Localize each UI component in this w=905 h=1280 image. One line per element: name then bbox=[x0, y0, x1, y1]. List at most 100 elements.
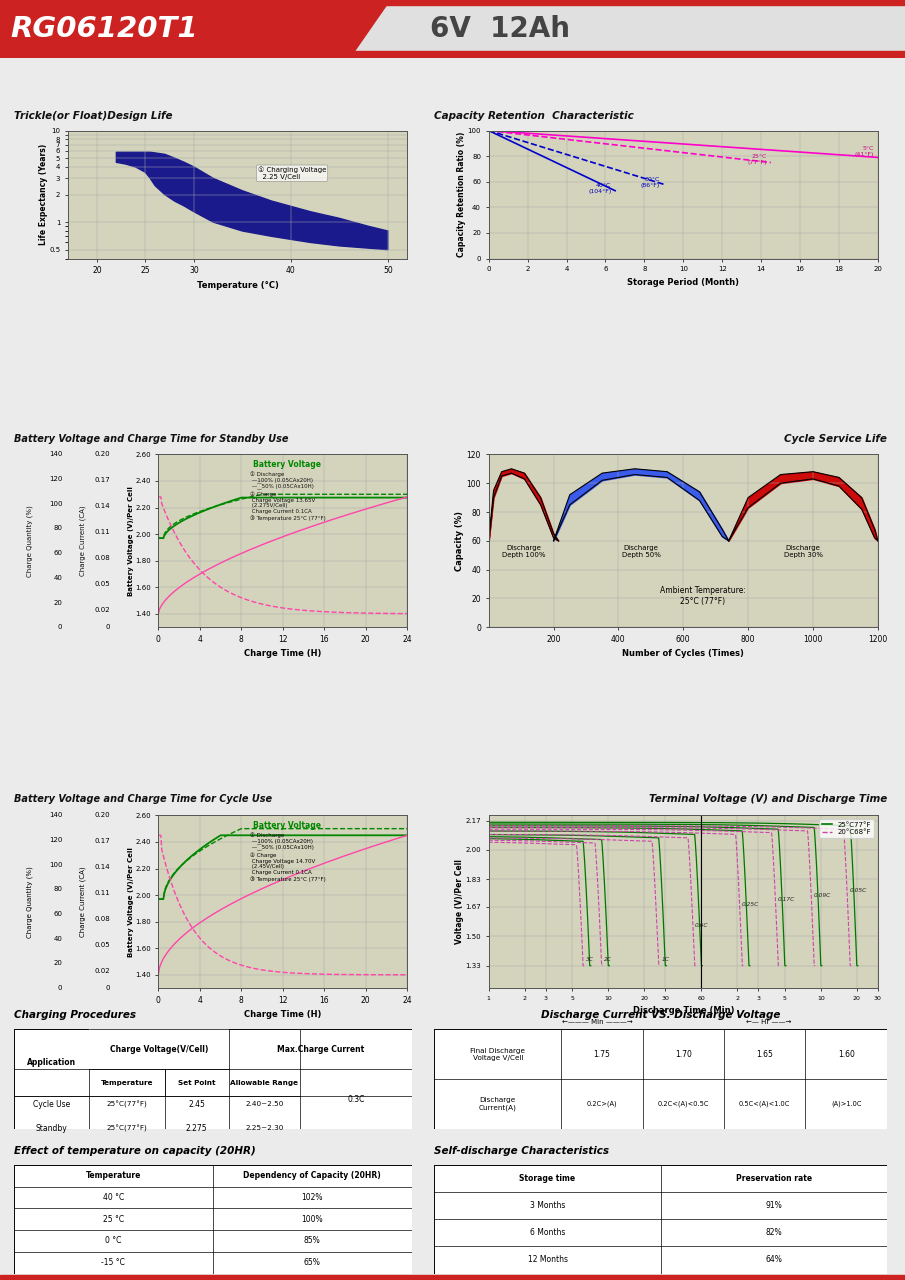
Text: ① Discharge
 —100% (0.05CAx20H)
 —⁐50% (0.05CAx10H)
② Charge
 Charge Voltage 14.: ① Discharge —100% (0.05CAx20H) —⁐50% (0.… bbox=[251, 832, 326, 882]
Text: 2.25~2.30: 2.25~2.30 bbox=[245, 1125, 283, 1132]
Y-axis label: Battery Voltage (V)/Per Cell: Battery Voltage (V)/Per Cell bbox=[128, 847, 134, 956]
Text: 0.5C<(A)<1.0C: 0.5C<(A)<1.0C bbox=[739, 1101, 790, 1107]
Text: 0: 0 bbox=[106, 625, 110, 630]
Text: 64%: 64% bbox=[766, 1256, 782, 1265]
Text: 100: 100 bbox=[49, 861, 62, 868]
Text: Self-discharge Characteristics: Self-discharge Characteristics bbox=[434, 1146, 609, 1156]
Text: 6V  12Ah: 6V 12Ah bbox=[430, 15, 570, 42]
Text: 85%: 85% bbox=[304, 1236, 320, 1245]
Text: 25 °C: 25 °C bbox=[102, 1215, 124, 1224]
Text: 0.08: 0.08 bbox=[94, 916, 110, 922]
Text: Battery Voltage: Battery Voltage bbox=[252, 820, 321, 829]
Text: 80: 80 bbox=[53, 526, 62, 531]
Text: Battery Voltage and Charge Time for Standby Use: Battery Voltage and Charge Time for Stan… bbox=[14, 434, 288, 444]
Text: 0: 0 bbox=[58, 625, 62, 630]
Text: 0.02: 0.02 bbox=[94, 607, 110, 613]
Text: 0 °C: 0 °C bbox=[105, 1236, 121, 1245]
Text: 0.6C: 0.6C bbox=[694, 923, 708, 928]
Polygon shape bbox=[0, 0, 390, 58]
Text: 40 °C: 40 °C bbox=[102, 1193, 124, 1202]
Text: Set Point: Set Point bbox=[178, 1079, 215, 1085]
Text: 0.11: 0.11 bbox=[94, 529, 110, 535]
Text: Standby: Standby bbox=[35, 1124, 67, 1133]
Text: 0.11: 0.11 bbox=[94, 890, 110, 896]
Y-axis label: Capacity (%): Capacity (%) bbox=[455, 511, 463, 571]
Text: 0.25C: 0.25C bbox=[742, 902, 759, 908]
Text: Battery Voltage and Charge Time for Cycle Use: Battery Voltage and Charge Time for Cycl… bbox=[14, 794, 271, 804]
Text: Cycle Service Life: Cycle Service Life bbox=[784, 434, 887, 444]
Text: 40: 40 bbox=[53, 936, 62, 942]
Text: Charge Current (CA): Charge Current (CA) bbox=[80, 506, 86, 576]
Text: 12 Months: 12 Months bbox=[528, 1256, 567, 1265]
Text: Allowable Range: Allowable Range bbox=[231, 1079, 299, 1085]
Text: 60: 60 bbox=[53, 550, 62, 556]
Text: 0.02: 0.02 bbox=[94, 968, 110, 974]
Text: Temperature: Temperature bbox=[100, 1079, 153, 1085]
Text: 2.275: 2.275 bbox=[186, 1124, 207, 1133]
Text: 0.20: 0.20 bbox=[94, 452, 110, 457]
Text: 2.40~2.50: 2.40~2.50 bbox=[245, 1102, 283, 1107]
Text: 0.3C: 0.3C bbox=[348, 1094, 365, 1103]
Text: 0.17: 0.17 bbox=[94, 838, 110, 845]
Text: 25°C(77°F): 25°C(77°F) bbox=[107, 1101, 148, 1108]
Text: 0.20: 0.20 bbox=[94, 813, 110, 818]
Text: Effect of temperature on capacity (20HR): Effect of temperature on capacity (20HR) bbox=[14, 1146, 255, 1156]
Text: 120: 120 bbox=[49, 837, 62, 844]
Text: Temperature: Temperature bbox=[85, 1171, 141, 1180]
Text: 91%: 91% bbox=[766, 1201, 782, 1210]
Text: Trickle(or Float)Design Life: Trickle(or Float)Design Life bbox=[14, 111, 172, 122]
Text: Discharge
Depth 30%: Discharge Depth 30% bbox=[784, 545, 823, 558]
Text: 2C: 2C bbox=[605, 957, 612, 963]
Text: Charge Current (CA): Charge Current (CA) bbox=[80, 867, 86, 937]
Text: 2.45: 2.45 bbox=[188, 1100, 205, 1108]
Text: 0.05: 0.05 bbox=[94, 581, 110, 588]
Text: 5°C
(41°F): 5°C (41°F) bbox=[854, 146, 874, 157]
Text: 0: 0 bbox=[106, 986, 110, 991]
Text: 6 Months: 6 Months bbox=[529, 1229, 566, 1238]
X-axis label: Charge Time (H): Charge Time (H) bbox=[244, 649, 321, 658]
Text: 80: 80 bbox=[53, 887, 62, 892]
X-axis label: Discharge Time (Min): Discharge Time (Min) bbox=[633, 1006, 734, 1015]
Text: Terminal Voltage (V) and Discharge Time: Terminal Voltage (V) and Discharge Time bbox=[649, 794, 887, 804]
Text: 25°C(77°F): 25°C(77°F) bbox=[107, 1125, 148, 1132]
Text: 60: 60 bbox=[53, 911, 62, 916]
Text: Charge Quantity (%): Charge Quantity (%) bbox=[26, 865, 33, 938]
Text: ① Discharge
 —100% (0.05CAx20H)
 —⁐50% (0.05CAx10H)
② Charge
 Charge Voltage 13.: ① Discharge —100% (0.05CAx20H) —⁐50% (0.… bbox=[251, 471, 326, 521]
Text: 0.09C: 0.09C bbox=[814, 893, 831, 899]
Text: Battery Voltage: Battery Voltage bbox=[252, 460, 321, 468]
Text: 102%: 102% bbox=[301, 1193, 323, 1202]
Text: 1.60: 1.60 bbox=[838, 1050, 854, 1059]
Text: 20: 20 bbox=[53, 599, 62, 605]
Text: Application: Application bbox=[27, 1059, 76, 1068]
Y-axis label: Battery Voltage (V)/Per Cell: Battery Voltage (V)/Per Cell bbox=[128, 486, 134, 595]
Text: Final Discharge
Voltage V/Cell: Final Discharge Voltage V/Cell bbox=[471, 1047, 525, 1061]
X-axis label: Temperature (°C): Temperature (°C) bbox=[196, 280, 279, 289]
Text: 20: 20 bbox=[53, 960, 62, 966]
Text: 0.14: 0.14 bbox=[94, 503, 110, 509]
Text: 40°C
(104°F): 40°C (104°F) bbox=[588, 183, 611, 195]
Text: Storage time: Storage time bbox=[519, 1174, 576, 1183]
Bar bbox=[0, 0, 905, 5]
Text: Preservation rate: Preservation rate bbox=[736, 1174, 812, 1183]
Text: Charge Quantity (%): Charge Quantity (%) bbox=[26, 504, 33, 577]
Y-axis label: Capacity Retention Ratio (%): Capacity Retention Ratio (%) bbox=[457, 132, 466, 257]
Text: 1.70: 1.70 bbox=[675, 1050, 691, 1059]
Text: 1.75: 1.75 bbox=[594, 1050, 610, 1059]
Text: 0.08: 0.08 bbox=[94, 556, 110, 561]
Bar bbox=[0, 1275, 905, 1280]
Text: 3 Months: 3 Months bbox=[529, 1201, 566, 1210]
Text: Discharge
Depth 100%: Discharge Depth 100% bbox=[502, 545, 546, 558]
Text: 65%: 65% bbox=[304, 1258, 320, 1267]
Text: 120: 120 bbox=[49, 476, 62, 483]
Text: Capacity Retention  Characteristic: Capacity Retention Characteristic bbox=[434, 111, 634, 122]
Text: Charging Procedures: Charging Procedures bbox=[14, 1010, 136, 1020]
Y-axis label: Voltage (V)/Per Cell: Voltage (V)/Per Cell bbox=[455, 859, 464, 945]
Text: Discharge Current VS. Discharge Voltage: Discharge Current VS. Discharge Voltage bbox=[541, 1010, 780, 1020]
Text: 0.05: 0.05 bbox=[94, 942, 110, 948]
Text: ←——— Min ———→: ←——— Min ———→ bbox=[562, 1019, 633, 1025]
Polygon shape bbox=[117, 152, 388, 250]
Text: 82%: 82% bbox=[766, 1229, 782, 1238]
Text: 0.2C>(A): 0.2C>(A) bbox=[586, 1101, 617, 1107]
Text: Cycle Use: Cycle Use bbox=[33, 1100, 70, 1108]
Text: 3C: 3C bbox=[586, 957, 594, 963]
